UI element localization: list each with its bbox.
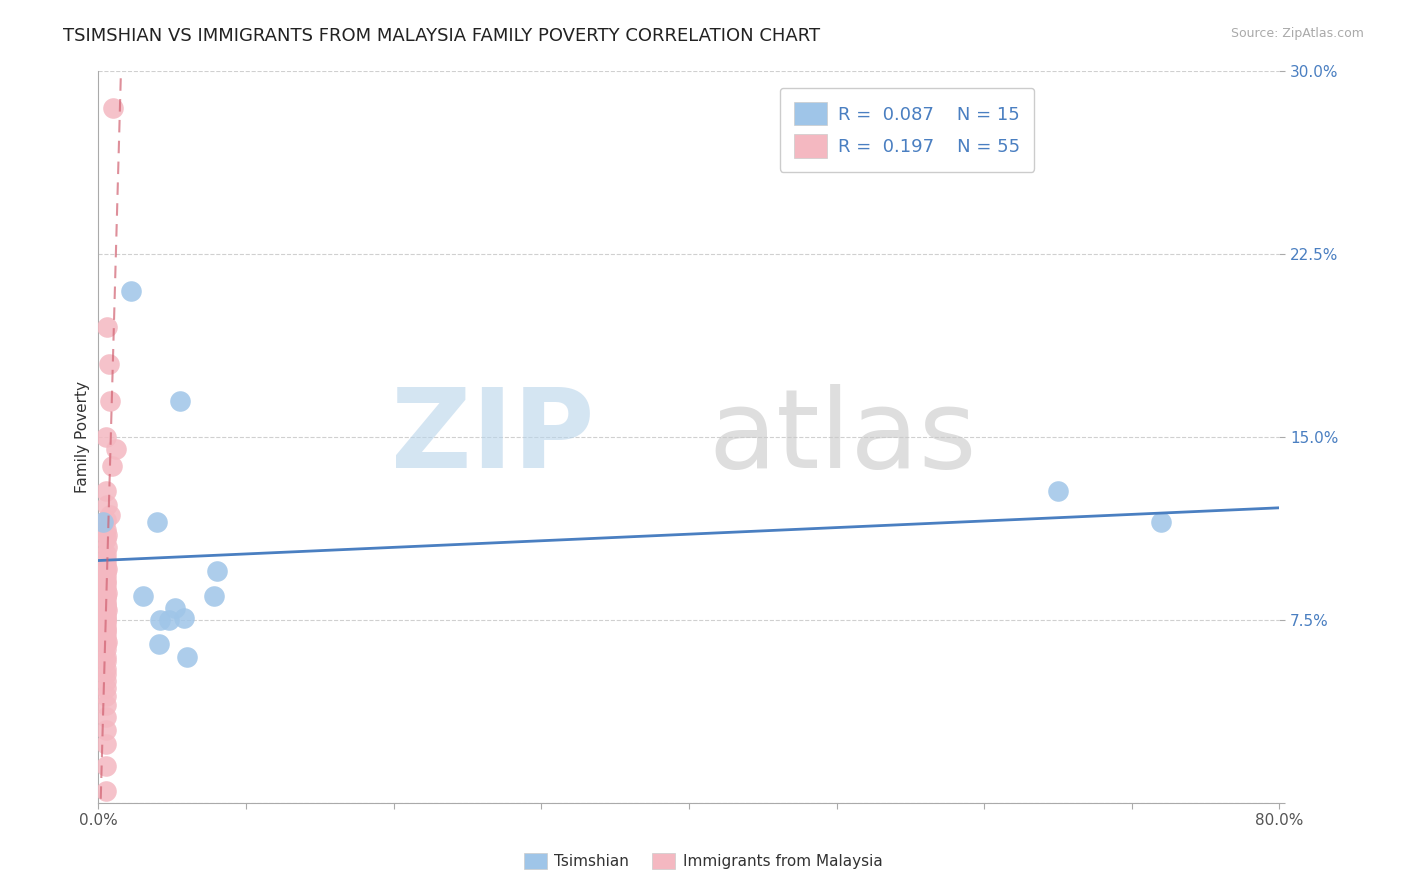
Point	[94, 642, 117, 657]
Point	[94, 589, 117, 603]
Point	[94, 759, 117, 773]
Point	[94, 625, 117, 640]
Point	[94, 483, 117, 498]
Point	[146, 516, 169, 530]
Point	[94, 662, 117, 676]
Point	[97, 357, 120, 371]
Point	[94, 654, 117, 668]
Point	[94, 581, 117, 595]
Point	[103, 101, 125, 115]
Point	[94, 599, 117, 613]
Point	[96, 635, 118, 649]
Point	[96, 320, 118, 334]
Point	[94, 710, 117, 724]
Point	[96, 540, 118, 554]
Point	[94, 591, 117, 605]
Point	[176, 649, 198, 664]
Point	[94, 698, 117, 713]
Point	[94, 513, 117, 527]
Text: TSIMSHIAN VS IMMIGRANTS FROM MALAYSIA FAMILY POVERTY CORRELATION CHART: TSIMSHIAN VS IMMIGRANTS FROM MALAYSIA FA…	[63, 27, 820, 45]
Point	[120, 284, 142, 298]
Point	[94, 620, 117, 634]
Point	[169, 393, 191, 408]
Point	[94, 547, 117, 561]
Point	[98, 393, 121, 408]
Text: ZIP: ZIP	[391, 384, 595, 491]
Point	[205, 564, 228, 578]
Point	[94, 533, 117, 547]
Point	[94, 523, 117, 537]
Point	[94, 615, 117, 630]
Point	[94, 430, 117, 444]
Point	[94, 564, 117, 578]
Point	[94, 552, 117, 566]
Y-axis label: Family Poverty: Family Poverty	[75, 381, 90, 493]
Point	[1046, 483, 1070, 498]
Point	[173, 610, 195, 624]
Point	[202, 589, 225, 603]
Point	[165, 600, 187, 615]
Point	[157, 613, 180, 627]
Legend: Tsimshian, Immigrants from Malaysia: Tsimshian, Immigrants from Malaysia	[517, 847, 889, 875]
Point	[94, 574, 117, 588]
Point	[94, 737, 117, 751]
Point	[94, 673, 117, 688]
Point	[94, 723, 117, 737]
Point	[100, 459, 122, 474]
Point	[96, 586, 118, 600]
Point	[96, 603, 118, 617]
Legend: R =  0.087    N = 15, R =  0.197    N = 55: R = 0.087 N = 15, R = 0.197 N = 55	[780, 87, 1035, 172]
Point	[94, 596, 117, 610]
Point	[94, 637, 117, 651]
Point	[1150, 516, 1173, 530]
Text: atlas: atlas	[709, 384, 977, 491]
Point	[132, 589, 155, 603]
Point	[98, 508, 121, 522]
Point	[91, 516, 114, 530]
Point	[94, 649, 117, 664]
Point	[96, 499, 118, 513]
Point	[94, 557, 117, 571]
Point	[96, 562, 118, 576]
Point	[94, 630, 117, 644]
Point	[94, 681, 117, 696]
Point	[94, 610, 117, 624]
Point	[94, 576, 117, 591]
Point	[96, 527, 118, 541]
Point	[94, 783, 117, 797]
Point	[105, 442, 128, 457]
Point	[94, 623, 117, 637]
Point	[94, 569, 117, 583]
Text: Source: ZipAtlas.com: Source: ZipAtlas.com	[1230, 27, 1364, 40]
Point	[94, 608, 117, 623]
Point	[94, 666, 117, 681]
Point	[94, 613, 117, 627]
Point	[94, 689, 117, 703]
Point	[149, 613, 172, 627]
Point	[148, 637, 170, 651]
Point	[94, 600, 117, 615]
